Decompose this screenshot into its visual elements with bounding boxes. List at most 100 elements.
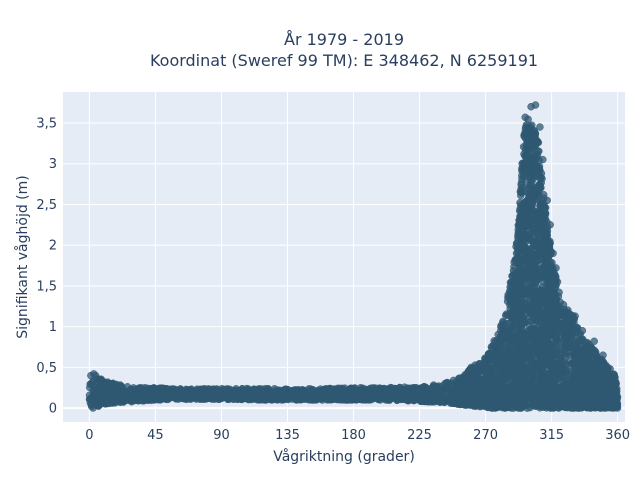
data-point (598, 388, 607, 397)
data-point (563, 335, 572, 343)
data-point (586, 343, 595, 352)
data-point (519, 344, 528, 353)
data-point (460, 399, 469, 408)
data-point (522, 248, 530, 256)
data-point (581, 348, 589, 357)
data-point (94, 399, 102, 408)
data-point (388, 393, 396, 401)
data-point (564, 382, 572, 390)
data-point (136, 394, 144, 403)
data-point (460, 375, 469, 383)
data-point (576, 376, 585, 385)
data-point (512, 286, 521, 294)
data-point (127, 385, 135, 394)
data-point (563, 370, 572, 379)
data-point (591, 348, 600, 356)
data-point (517, 321, 526, 329)
data-point (336, 384, 344, 393)
data-points (85, 101, 622, 412)
data-point (499, 375, 507, 384)
data-point (96, 375, 105, 384)
data-point (315, 392, 323, 400)
data-point (85, 391, 94, 400)
data-point (174, 391, 183, 400)
data-point (372, 393, 381, 402)
data-point (99, 393, 108, 402)
data-point (192, 395, 201, 403)
data-point (485, 403, 493, 411)
data-point (578, 357, 587, 366)
data-point (119, 397, 128, 405)
data-point (604, 383, 613, 392)
data-point (499, 339, 508, 347)
data-point (474, 361, 483, 369)
data-point (562, 308, 571, 316)
data-point (492, 363, 501, 371)
data-point (367, 388, 376, 396)
data-point (407, 384, 416, 392)
data-point (182, 392, 190, 401)
data-point (267, 396, 276, 404)
data-point (589, 371, 598, 379)
data-point (259, 395, 268, 403)
data-point (145, 392, 154, 400)
data-point (535, 239, 544, 247)
data-point (349, 388, 357, 396)
data-point (570, 396, 578, 405)
data-point (469, 365, 478, 373)
data-point (512, 297, 520, 306)
data-point (503, 352, 512, 360)
data-point (523, 140, 532, 149)
data-point (597, 366, 606, 375)
data-point (233, 394, 241, 402)
data-point (504, 383, 513, 391)
data-point (275, 389, 284, 398)
data-point (522, 178, 531, 186)
data-point (463, 389, 471, 397)
data-point (299, 389, 308, 397)
data-point (592, 395, 601, 404)
data-point (610, 372, 619, 380)
data-point (439, 398, 447, 406)
data-point (384, 385, 393, 393)
data-point (585, 389, 593, 398)
data-point (323, 396, 331, 404)
data-point (600, 401, 609, 410)
data-point (418, 384, 426, 392)
data-point (574, 336, 582, 345)
data-point (106, 383, 114, 392)
data-point (443, 378, 451, 387)
data-point (193, 385, 201, 393)
data-point (482, 388, 490, 397)
data-point (570, 389, 579, 397)
data-point (567, 360, 576, 368)
data-point (570, 328, 578, 337)
data-point (524, 259, 532, 267)
data-point (560, 358, 568, 366)
data-point (593, 403, 602, 412)
data-point (331, 392, 340, 400)
data-point (610, 400, 619, 408)
data-point (304, 394, 312, 403)
data-point (529, 176, 537, 184)
data-point (561, 315, 569, 324)
data-point (530, 261, 539, 270)
data-point (502, 391, 511, 400)
data-point (531, 278, 540, 287)
data-point (475, 398, 484, 406)
data-point (429, 396, 438, 404)
data-point (324, 388, 332, 396)
data-point (495, 347, 503, 356)
data-point (581, 395, 589, 404)
data-point (449, 399, 457, 408)
data-point (239, 390, 247, 399)
data-point (466, 379, 475, 387)
data-point (381, 393, 389, 401)
data-point (565, 324, 573, 333)
data-point (566, 341, 575, 349)
data-point (583, 377, 591, 385)
data-point (218, 392, 227, 401)
data-point (493, 336, 501, 344)
